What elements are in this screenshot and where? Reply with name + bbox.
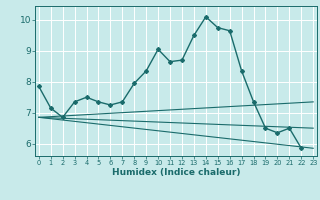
X-axis label: Humidex (Indice chaleur): Humidex (Indice chaleur) — [112, 168, 240, 177]
